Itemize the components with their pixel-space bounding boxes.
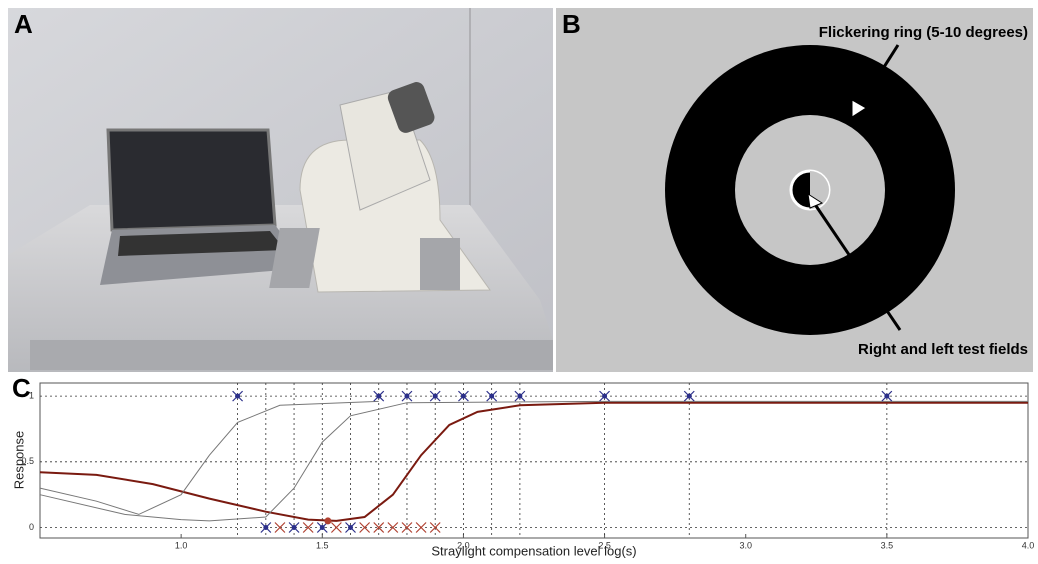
y-tick-label: 1	[29, 391, 34, 401]
panel-letter: A	[14, 9, 33, 39]
table-edge	[30, 340, 553, 370]
x-tick-label: 1.5	[316, 540, 329, 550]
response-dot	[489, 393, 495, 399]
pad-right	[420, 238, 460, 290]
response-dot	[517, 393, 523, 399]
curve	[39, 401, 1028, 522]
response-dot	[291, 524, 297, 530]
response-dot	[235, 393, 241, 399]
y-tick-label: 0.5	[21, 456, 34, 466]
arrow	[810, 199, 902, 331]
response-marker	[330, 522, 342, 533]
plot-area	[39, 382, 1029, 539]
response-dot	[460, 393, 466, 399]
response-dot	[884, 393, 890, 399]
x-tick-label: 4.0	[1022, 540, 1035, 550]
response-dot	[263, 524, 269, 530]
response-dot	[432, 393, 438, 399]
laptop-keyboard	[118, 231, 285, 256]
annotation: Right and left test fields	[858, 341, 1028, 358]
curve	[39, 400, 1028, 522]
x-tick-label: 3.0	[739, 540, 752, 550]
arrow-head	[851, 99, 867, 118]
response-marker	[429, 522, 441, 533]
x-axis-label: Straylight compensation level log(s)	[431, 543, 636, 558]
panel-letter: B	[562, 9, 581, 39]
x-tick-label: 2.0	[457, 540, 470, 550]
estimate	[324, 517, 332, 525]
panel-a: A	[8, 8, 553, 372]
response-dot	[348, 524, 354, 530]
response-dot	[319, 524, 325, 530]
y-tick-label: 0	[29, 522, 34, 532]
x-tick-label: 3.5	[881, 540, 894, 550]
panel-c: C Straylight compensation level log(s) R…	[11, 373, 1029, 558]
eyepiece	[387, 82, 435, 133]
x-tick-label: 2.5	[598, 540, 611, 550]
y-axis-label: Response	[11, 431, 26, 490]
response-marker	[359, 522, 371, 533]
response-marker	[274, 522, 286, 533]
x-tick-label: 1.0	[175, 540, 188, 550]
panel-b: Flickering ring (5-10 degrees) Right and…	[556, 8, 1033, 372]
pad-left	[269, 228, 320, 288]
response-dot	[602, 393, 608, 399]
arrow-head	[807, 192, 824, 209]
panel-letter: C	[12, 373, 31, 403]
arrow	[856, 44, 900, 109]
response-marker	[415, 522, 427, 533]
response-dot	[686, 393, 692, 399]
response-marker	[401, 522, 413, 533]
response-marker	[387, 522, 399, 533]
laptop-screen	[106, 128, 277, 232]
response-dot	[376, 393, 382, 399]
response-marker	[373, 522, 385, 533]
annotation: Flickering ring (5-10 degrees)	[819, 24, 1028, 41]
response-dot	[404, 393, 410, 399]
curve	[39, 400, 379, 515]
response-marker	[302, 522, 314, 533]
